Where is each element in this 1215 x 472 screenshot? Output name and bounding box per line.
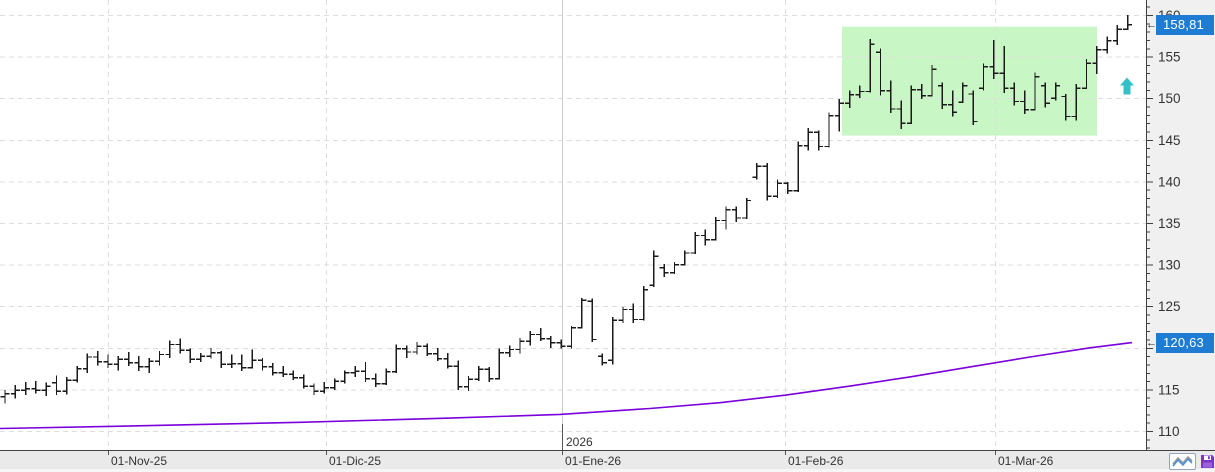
price-axis-tickmarks bbox=[1147, 6, 1153, 449]
time-axis[interactable]: 01-Nov-25 01-Dic-25 01-Ene-26 01-Feb-26 01-M… bbox=[0, 450, 1215, 472]
price-axis-label: 130 bbox=[1158, 258, 1181, 273]
highlight-zone bbox=[842, 26, 1097, 136]
time-axis-tick bbox=[785, 451, 786, 455]
vertical-gridlines bbox=[108, 0, 996, 450]
price-axis-label: 145 bbox=[1158, 133, 1181, 148]
time-axis-tick bbox=[108, 451, 109, 455]
price-axis-label: 150 bbox=[1158, 91, 1181, 106]
price-chart-canvas[interactable]: 2026 bbox=[0, 0, 1146, 450]
save-icon bbox=[1201, 455, 1214, 468]
time-axis-label: 01-Nov-25 bbox=[111, 454, 168, 468]
zigzag-indicator-button[interactable] bbox=[1169, 453, 1196, 470]
time-axis-tick bbox=[326, 451, 327, 455]
price-axis-label: 155 bbox=[1158, 50, 1181, 65]
buy-signal-arrow bbox=[1120, 77, 1134, 95]
time-axis-label: 01-Feb-26 bbox=[788, 454, 844, 468]
ma-price-tag: ← 120,63 bbox=[1146, 332, 1214, 353]
price-axis-label: 135 bbox=[1158, 216, 1181, 231]
ohlc-bars bbox=[0, 15, 1133, 404]
last-price-tag: ← 158,81 bbox=[1146, 14, 1214, 35]
price-axis-label: 125 bbox=[1158, 299, 1181, 314]
time-axis-label: 01-Ene-26 bbox=[565, 454, 622, 468]
zigzag-icon bbox=[1172, 455, 1193, 467]
last-price-pointer-icon: ← bbox=[1146, 18, 1158, 31]
time-axis-tick bbox=[995, 451, 996, 455]
moving-average-line bbox=[0, 341, 1133, 430]
price-axis-label: 140 bbox=[1158, 174, 1181, 189]
bottom-sheen bbox=[0, 469, 1215, 472]
price-axis[interactable]: 160155150145140135130125120115110 ←158,8… bbox=[1146, 0, 1215, 450]
ma-price-pointer-icon: ← bbox=[1146, 336, 1158, 349]
save-button[interactable] bbox=[1199, 453, 1215, 470]
time-axis-label: 01-Dic-25 bbox=[329, 454, 382, 468]
year-label: 2026 bbox=[566, 435, 593, 449]
price-axis-label: 110 bbox=[1158, 424, 1180, 439]
time-axis-label: 01-Mar-26 bbox=[998, 454, 1054, 468]
ma-price-value: 120,63 bbox=[1163, 334, 1204, 350]
time-axis-tick bbox=[562, 451, 563, 455]
last-price-value: 158,81 bbox=[1163, 16, 1204, 32]
price-axis-label: 115 bbox=[1158, 382, 1180, 397]
horizontal-gridlines bbox=[0, 15, 1146, 432]
price-axis-ticks: 160155150145140135130125120115110 bbox=[1147, 6, 1181, 449]
